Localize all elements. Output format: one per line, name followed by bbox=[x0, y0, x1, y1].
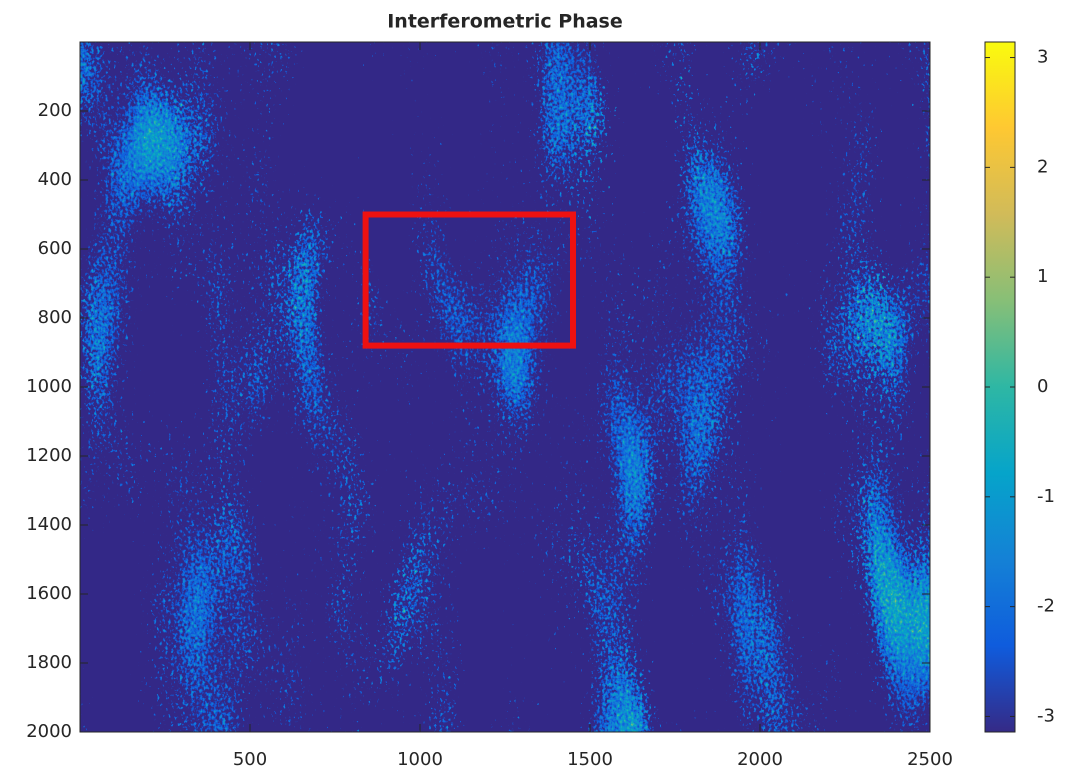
y-tick-label: 2000 bbox=[26, 721, 72, 742]
x-tick-label: 500 bbox=[233, 749, 267, 770]
x-tick-label: 2500 bbox=[907, 749, 953, 770]
colorbar-tick-label: 2 bbox=[1037, 156, 1048, 177]
highlight-region bbox=[362, 211, 576, 349]
y-tick-label: 1800 bbox=[26, 652, 72, 673]
y-tick-label: 200 bbox=[38, 100, 72, 121]
phase-image bbox=[80, 42, 930, 732]
colorbar-tick-label: 1 bbox=[1037, 266, 1048, 287]
y-tick-label: 1400 bbox=[26, 514, 72, 535]
colorbar-tick-label: -3 bbox=[1037, 705, 1055, 726]
y-tick-label: 1600 bbox=[26, 583, 72, 604]
colorbar-tick-label: 3 bbox=[1037, 47, 1048, 68]
colorbar-tick-label: -1 bbox=[1037, 486, 1055, 507]
colorbar-tick-label: 0 bbox=[1037, 376, 1048, 397]
x-tick-label: 1000 bbox=[397, 749, 443, 770]
y-tick-label: 400 bbox=[38, 169, 72, 190]
chart-title: Interferometric Phase bbox=[387, 11, 623, 33]
y-tick-label: 1200 bbox=[26, 445, 72, 466]
x-tick-label: 2000 bbox=[737, 749, 783, 770]
y-tick-label: 1000 bbox=[26, 376, 72, 397]
y-tick-label: 600 bbox=[38, 238, 72, 259]
x-tick-label: 1500 bbox=[567, 749, 613, 770]
y-tick-label: 800 bbox=[38, 307, 72, 328]
colorbar-tick-label: -2 bbox=[1037, 596, 1055, 617]
